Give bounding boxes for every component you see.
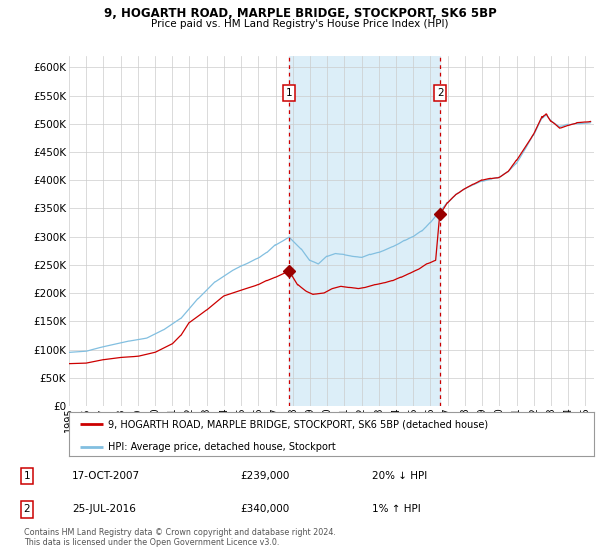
Text: 2: 2 — [23, 505, 31, 515]
Text: HPI: Average price, detached house, Stockport: HPI: Average price, detached house, Stoc… — [109, 441, 336, 451]
Text: 9, HOGARTH ROAD, MARPLE BRIDGE, STOCKPORT, SK6 5BP: 9, HOGARTH ROAD, MARPLE BRIDGE, STOCKPOR… — [104, 7, 496, 20]
Text: Contains HM Land Registry data © Crown copyright and database right 2024.
This d: Contains HM Land Registry data © Crown c… — [24, 528, 336, 547]
Text: 20% ↓ HPI: 20% ↓ HPI — [372, 471, 427, 481]
Text: 2: 2 — [437, 88, 443, 98]
Text: 1: 1 — [23, 471, 31, 481]
Text: 17-OCT-2007: 17-OCT-2007 — [72, 471, 140, 481]
Text: £340,000: £340,000 — [240, 505, 289, 515]
Text: 1: 1 — [286, 88, 292, 98]
Bar — [289, 56, 440, 406]
Text: £239,000: £239,000 — [240, 471, 289, 481]
Text: 25-JUL-2016: 25-JUL-2016 — [72, 505, 136, 515]
Text: 1% ↑ HPI: 1% ↑ HPI — [372, 505, 421, 515]
Text: 9, HOGARTH ROAD, MARPLE BRIDGE, STOCKPORT, SK6 5BP (detached house): 9, HOGARTH ROAD, MARPLE BRIDGE, STOCKPOR… — [109, 419, 488, 429]
Text: Price paid vs. HM Land Registry's House Price Index (HPI): Price paid vs. HM Land Registry's House … — [151, 19, 449, 29]
